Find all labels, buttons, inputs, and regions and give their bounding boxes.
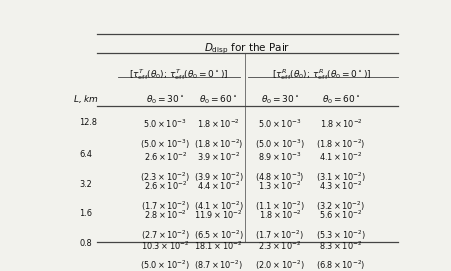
Text: $(1.8 \times 10^{-2})$: $(1.8 \times 10^{-2})$: [316, 138, 365, 151]
Text: $(6.5 \times 10^{-2})$: $(6.5 \times 10^{-2})$: [193, 229, 243, 242]
Text: $(8.7 \times 10^{-2})$: $(8.7 \times 10^{-2})$: [193, 259, 242, 271]
Text: $(3.9 \times 10^{-2})$: $(3.9 \times 10^{-2})$: [193, 170, 243, 184]
Text: $(6.8 \times 10^{-2})$: $(6.8 \times 10^{-2})$: [316, 259, 365, 271]
Text: 6.4: 6.4: [79, 150, 92, 159]
Text: $5.0 \times 10^{-3}$: $5.0 \times 10^{-3}$: [258, 118, 301, 130]
Text: $(5.0 \times 10^{-3})$: $(5.0 \times 10^{-3})$: [255, 138, 304, 151]
Text: $8.9 \times 10^{-3}$: $8.9 \times 10^{-3}$: [258, 150, 301, 163]
Text: $\theta_0 = 60^\circ$: $\theta_0 = 60^\circ$: [198, 93, 237, 105]
Text: $\theta_0 = 60^\circ$: $\theta_0 = 60^\circ$: [321, 93, 359, 105]
Text: $(3.1 \times 10^{-2})$: $(3.1 \times 10^{-2})$: [315, 170, 365, 184]
Text: $1.8 \times 10^{-2}$: $1.8 \times 10^{-2}$: [197, 118, 239, 130]
Text: $(2.0 \times 10^{-2})$: $(2.0 \times 10^{-2})$: [255, 259, 304, 271]
Text: $1.8 \times 10^{-2}$: $1.8 \times 10^{-2}$: [319, 118, 362, 130]
Text: $[\tau_{\mathrm{eff}}^{R}(\theta_0);\, \tau_{\mathrm{eff}}^{R}(\theta_0 = 0^\cir: $[\tau_{\mathrm{eff}}^{R}(\theta_0);\, \…: [272, 67, 371, 82]
Text: $3.9 \times 10^{-2}$: $3.9 \times 10^{-2}$: [196, 150, 239, 163]
Text: $(4.8 \times 10^{-3})$: $(4.8 \times 10^{-3})$: [255, 170, 304, 184]
Text: $1.8 \times 10^{-2}$: $1.8 \times 10^{-2}$: [258, 209, 301, 221]
Text: $(1.7 \times 10^{-2})$: $(1.7 \times 10^{-2})$: [140, 199, 189, 213]
Text: $D_{\mathrm{disp}}$ for the Pair: $D_{\mathrm{disp}}$ for the Pair: [204, 42, 290, 56]
Text: $10.3 \times 10^{-2}$: $10.3 \times 10^{-2}$: [141, 239, 189, 251]
Text: 1.6: 1.6: [79, 209, 92, 218]
Text: $(3.2 \times 10^{-2})$: $(3.2 \times 10^{-2})$: [316, 199, 365, 213]
Text: $8.3 \times 10^{-2}$: $8.3 \times 10^{-2}$: [319, 239, 362, 251]
Text: $5.0 \times 10^{-3}$: $5.0 \times 10^{-3}$: [143, 118, 186, 130]
Text: $\theta_0 = 30^\circ$: $\theta_0 = 30^\circ$: [146, 93, 184, 105]
Text: 0.8: 0.8: [79, 239, 92, 248]
Text: $2.3 \times 10^{-2}$: $2.3 \times 10^{-2}$: [258, 239, 301, 251]
Text: $(5.0 \times 10^{-2})$: $(5.0 \times 10^{-2})$: [140, 259, 189, 271]
Text: $11.9 \times 10^{-2}$: $11.9 \times 10^{-2}$: [194, 209, 242, 221]
Text: $(1.8 \times 10^{-2})$: $(1.8 \times 10^{-2})$: [193, 138, 243, 151]
Text: 12.8: 12.8: [79, 118, 97, 127]
Text: $(4.1 \times 10^{-2})$: $(4.1 \times 10^{-2})$: [193, 199, 243, 213]
Text: $4.3 \times 10^{-2}$: $4.3 \times 10^{-2}$: [319, 180, 362, 192]
Text: $2.6 \times 10^{-2}$: $2.6 \times 10^{-2}$: [143, 180, 186, 192]
Text: $[\tau_{\mathrm{eff}}^{T}(\theta_0);\, \tau_{\mathrm{eff}}^{T}(\theta_0 = 0^\cir: $[\tau_{\mathrm{eff}}^{T}(\theta_0);\, \…: [129, 67, 228, 82]
Text: $(1.1 \times 10^{-2})$: $(1.1 \times 10^{-2})$: [255, 199, 304, 213]
Text: 3.2: 3.2: [79, 180, 92, 189]
Text: $(2.7 \times 10^{-2})$: $(2.7 \times 10^{-2})$: [140, 229, 189, 242]
Text: $1.3 \times 10^{-2}$: $1.3 \times 10^{-2}$: [258, 180, 301, 192]
Text: $4.1 \times 10^{-2}$: $4.1 \times 10^{-2}$: [319, 150, 362, 163]
Text: $5.6 \times 10^{-2}$: $5.6 \times 10^{-2}$: [319, 209, 362, 221]
Text: $(5.0 \times 10^{-3})$: $(5.0 \times 10^{-3})$: [140, 138, 189, 151]
Text: $(1.7 \times 10^{-2})$: $(1.7 \times 10^{-2})$: [255, 229, 304, 242]
Text: $(5.3 \times 10^{-2})$: $(5.3 \times 10^{-2})$: [315, 229, 365, 242]
Text: $2.6 \times 10^{-2}$: $2.6 \times 10^{-2}$: [143, 150, 186, 163]
Text: $\theta_0 = 30^\circ$: $\theta_0 = 30^\circ$: [260, 93, 299, 105]
Text: $4.4 \times 10^{-2}$: $4.4 \times 10^{-2}$: [196, 180, 239, 192]
Text: $2.8 \times 10^{-2}$: $2.8 \times 10^{-2}$: [143, 209, 186, 221]
Text: $L$, km: $L$, km: [73, 93, 99, 105]
Text: $18.1 \times 10^{-2}$: $18.1 \times 10^{-2}$: [194, 239, 242, 251]
Text: $(2.3 \times 10^{-2})$: $(2.3 \times 10^{-2})$: [140, 170, 189, 184]
